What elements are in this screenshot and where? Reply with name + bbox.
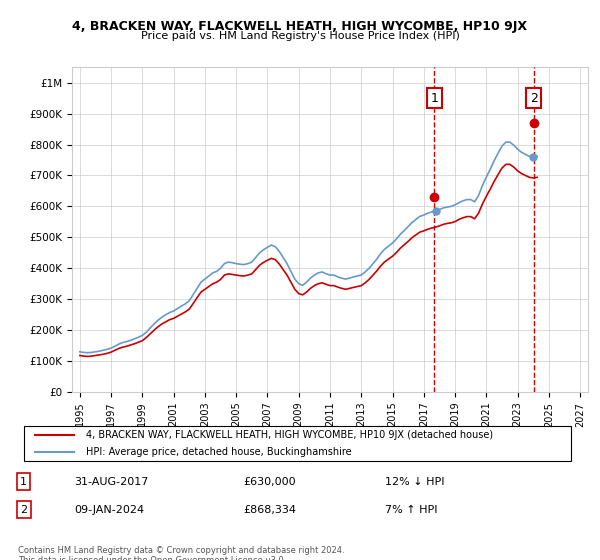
- Text: Contains HM Land Registry data © Crown copyright and database right 2024.
This d: Contains HM Land Registry data © Crown c…: [18, 546, 344, 560]
- Text: Price paid vs. HM Land Registry's House Price Index (HPI): Price paid vs. HM Land Registry's House …: [140, 31, 460, 41]
- FancyBboxPatch shape: [23, 426, 571, 461]
- Text: 1: 1: [430, 92, 438, 105]
- Text: 2: 2: [20, 505, 27, 515]
- Text: 4, BRACKEN WAY, FLACKWELL HEATH, HIGH WYCOMBE, HP10 9JX: 4, BRACKEN WAY, FLACKWELL HEATH, HIGH WY…: [73, 20, 527, 32]
- Text: 1: 1: [20, 477, 27, 487]
- Text: 4, BRACKEN WAY, FLACKWELL HEATH, HIGH WYCOMBE, HP10 9JX (detached house): 4, BRACKEN WAY, FLACKWELL HEATH, HIGH WY…: [86, 430, 493, 440]
- Text: £868,334: £868,334: [244, 505, 296, 515]
- Text: £630,000: £630,000: [244, 477, 296, 487]
- Text: 12% ↓ HPI: 12% ↓ HPI: [385, 477, 444, 487]
- Text: 7% ↑ HPI: 7% ↑ HPI: [385, 505, 437, 515]
- Text: 31-AUG-2017: 31-AUG-2017: [74, 477, 149, 487]
- Text: 2: 2: [530, 92, 538, 105]
- Text: HPI: Average price, detached house, Buckinghamshire: HPI: Average price, detached house, Buck…: [86, 447, 352, 457]
- Text: 09-JAN-2024: 09-JAN-2024: [74, 505, 145, 515]
